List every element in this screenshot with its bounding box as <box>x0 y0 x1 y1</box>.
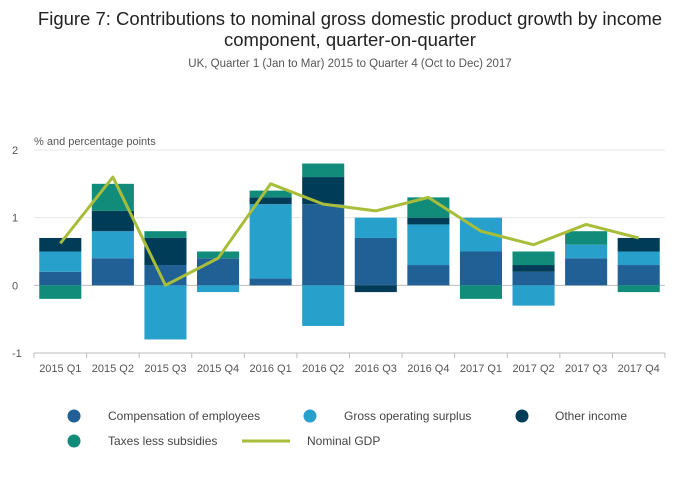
bar-segment <box>302 163 345 178</box>
bar-segment <box>354 285 397 293</box>
y-tick-label: 0 <box>12 280 18 292</box>
bar-segment <box>617 285 660 293</box>
bar-segment <box>249 197 292 205</box>
bar-segment <box>302 285 345 326</box>
y-tick-label: 2 <box>12 145 18 157</box>
bar-segment <box>565 231 608 245</box>
y-tick-label: 1 <box>12 213 18 225</box>
bar-segment <box>512 271 555 286</box>
bar-segment <box>91 231 134 259</box>
bar-segment <box>459 285 502 299</box>
bar-segment <box>617 251 660 266</box>
legend-swatch-dot <box>67 409 81 423</box>
bar-segment <box>144 237 187 266</box>
x-tick-label: 2015 Q3 <box>144 363 186 375</box>
x-tick-label: 2016 Q1 <box>250 363 292 375</box>
legend-swatch-dot <box>303 409 317 423</box>
bar-segment <box>565 258 608 286</box>
bar-segment <box>197 258 240 286</box>
bar-segment <box>91 258 134 286</box>
gdp-series-line <box>59 175 640 287</box>
bar-segment <box>565 244 608 259</box>
bar-segment <box>354 217 397 238</box>
x-tick-label: 2017 Q4 <box>618 363 660 375</box>
bar-segment <box>144 285 187 340</box>
bar-segment <box>39 251 82 272</box>
x-tick-label: 2015 Q4 <box>197 363 239 375</box>
bar-segment <box>39 237 82 252</box>
x-tick-label: 2015 Q2 <box>92 363 134 375</box>
bar-segment <box>249 204 292 279</box>
x-tick-label: 2016 Q3 <box>355 363 397 375</box>
x-tick-label: 2017 Q2 <box>512 363 554 375</box>
y-tick-label: -1 <box>12 348 22 360</box>
y-axis-label: % and percentage points <box>34 136 156 148</box>
bar-segment <box>144 231 187 238</box>
chart-title: Figure 7: Contributions to nominal gross… <box>37 8 663 50</box>
x-tick-label: 2016 Q2 <box>302 363 344 375</box>
bar-segment <box>39 285 82 299</box>
legend-swatch-dot <box>67 434 81 448</box>
bar-segment <box>512 265 555 272</box>
legend-label: Other income <box>555 409 627 423</box>
bar-segment <box>617 265 660 286</box>
legend-label: Gross operating surplus <box>344 409 471 423</box>
bar-segment <box>91 210 134 232</box>
chart-subtitle: UK, Quarter 1 (Jan to Mar) 2015 to Quart… <box>188 58 512 70</box>
bar-segment <box>249 278 292 286</box>
bar-segment <box>459 251 502 286</box>
legend-label: Taxes less subsidies <box>108 434 217 448</box>
legend-label: Compensation of employees <box>108 409 260 423</box>
bar-segment <box>512 285 555 306</box>
bar-segment <box>407 224 450 266</box>
bar-segment <box>302 204 345 286</box>
legend-swatch-dot <box>515 409 529 423</box>
bar-segment <box>407 265 450 286</box>
bar-segment <box>249 190 292 198</box>
bar-segment <box>354 237 397 286</box>
bar-segment <box>197 285 240 293</box>
bar-segment <box>302 177 345 205</box>
x-tick-label: 2017 Q3 <box>565 363 607 375</box>
bar-segment <box>39 271 82 286</box>
x-tick-label: 2016 Q4 <box>407 363 449 375</box>
bar-segment <box>197 251 240 259</box>
legend-label: Nominal GDP <box>307 434 380 448</box>
bar-segment <box>512 251 555 266</box>
bar-segment <box>617 237 660 252</box>
bar-segment <box>407 217 450 225</box>
x-tick-label: 2015 Q1 <box>39 363 81 375</box>
x-tick-label: 2017 Q1 <box>460 363 502 375</box>
